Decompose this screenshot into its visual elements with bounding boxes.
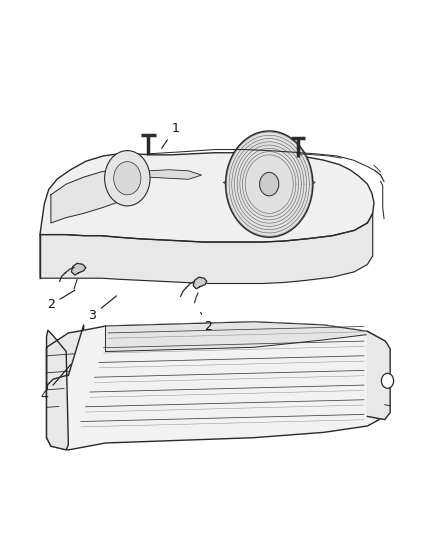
Polygon shape bbox=[40, 153, 374, 242]
Text: 1: 1 bbox=[162, 122, 179, 148]
Polygon shape bbox=[106, 322, 367, 352]
Polygon shape bbox=[46, 322, 385, 450]
Polygon shape bbox=[46, 325, 84, 450]
Polygon shape bbox=[136, 169, 201, 179]
Text: 4: 4 bbox=[40, 364, 71, 402]
Circle shape bbox=[114, 161, 141, 195]
Polygon shape bbox=[71, 263, 86, 275]
Circle shape bbox=[226, 131, 313, 237]
Circle shape bbox=[260, 172, 279, 196]
Polygon shape bbox=[40, 213, 373, 284]
Polygon shape bbox=[223, 174, 315, 190]
Circle shape bbox=[381, 373, 394, 388]
Polygon shape bbox=[367, 332, 390, 419]
Polygon shape bbox=[51, 169, 117, 223]
Circle shape bbox=[105, 151, 150, 206]
Text: 2: 2 bbox=[201, 312, 212, 333]
Polygon shape bbox=[193, 277, 207, 289]
Text: 3: 3 bbox=[88, 296, 117, 322]
Text: 2: 2 bbox=[47, 290, 75, 311]
